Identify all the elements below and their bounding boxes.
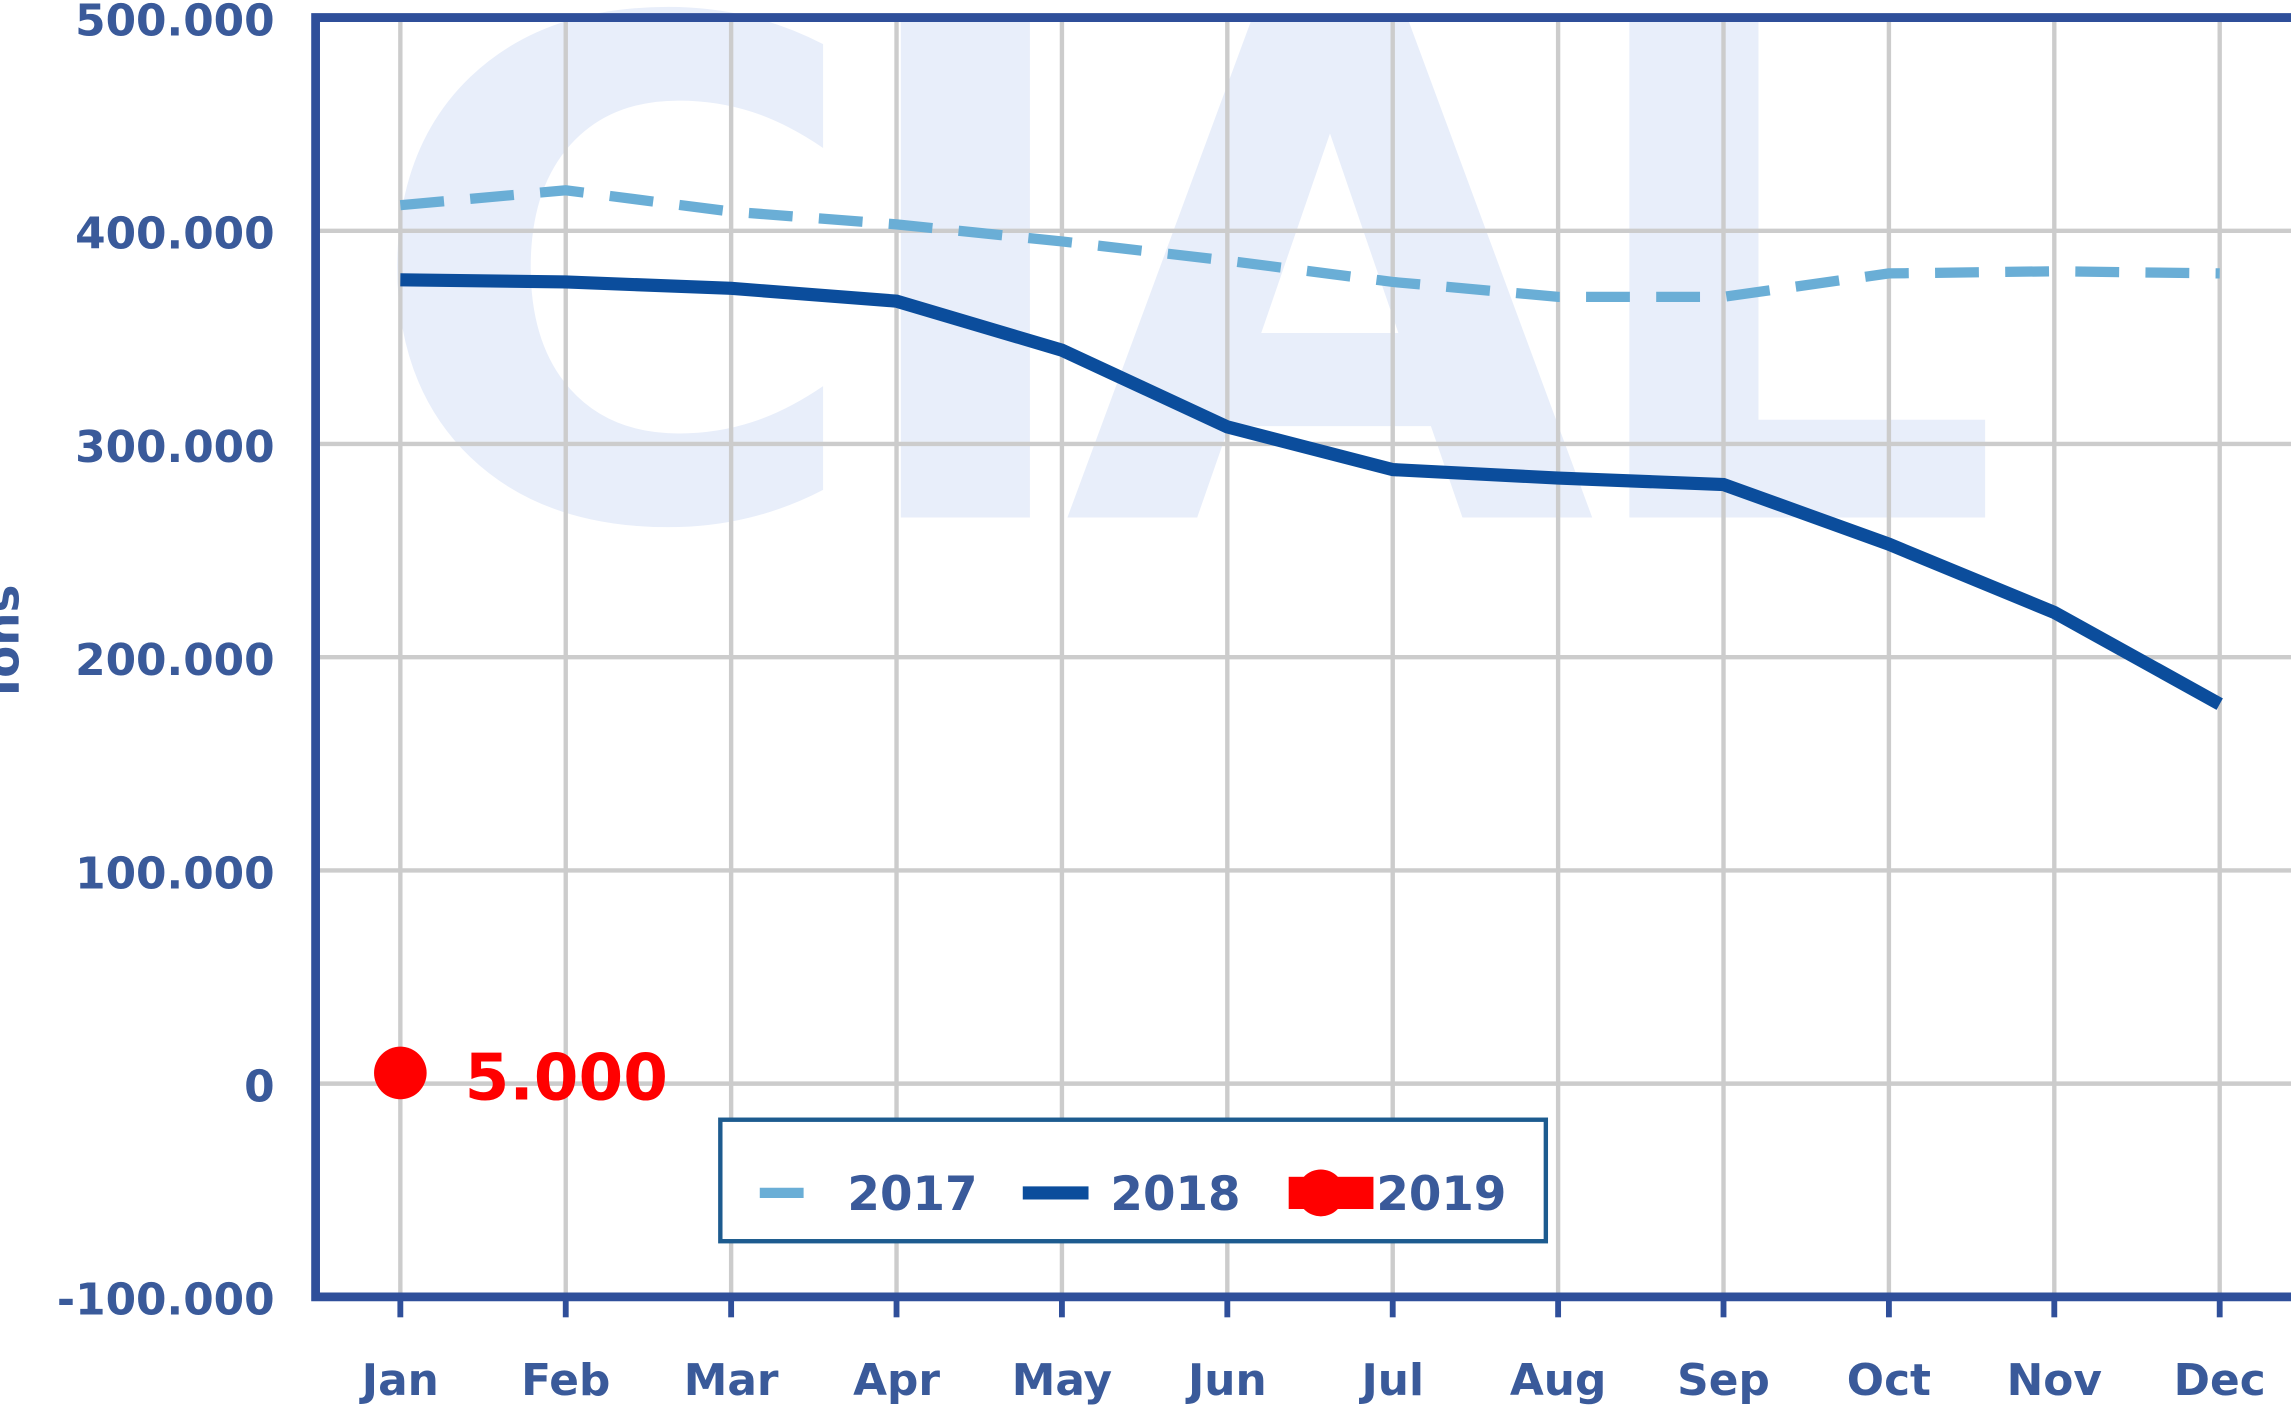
x-tick-label: Feb [521,1355,610,1406]
x-tick-label: Nov [2007,1355,2102,1406]
y-tick-label: 400.000 [75,209,275,260]
legend-label: 2018 [1110,1168,1240,1222]
y-tick-label: 300.000 [75,422,275,473]
legend-symbol [1297,1169,1345,1217]
y-tick-label: 100.000 [75,848,275,899]
x-tick-label: Jul [1358,1355,1424,1406]
line-series [399,185,2220,302]
x-tick-label: Jun [1185,1355,1267,1406]
legend-label: 2019 [1376,1168,1506,1222]
data-label: 5.000 [465,1040,668,1115]
x-tick-label: Mar [684,1355,779,1406]
x-tick-label: Dec [2174,1355,2266,1406]
line-series [400,273,2223,710]
x-tick-label: Oct [1847,1355,1931,1406]
y-tick-label: 0 [244,1061,275,1112]
y-tick-label: 500.000 [75,0,275,46]
x-tick-label: Aug [1510,1355,1606,1406]
y-tick-label: -100.000 [57,1275,275,1326]
legend-label: 2017 [847,1168,977,1222]
y-tick-label: 200.000 [75,635,275,686]
watermark: CIAL [363,0,1995,681]
x-tick-label: Apr [853,1355,940,1406]
y-axis-label: Tons [0,584,30,703]
plot-border [311,13,2291,1302]
x-tick-label: Jan [359,1355,439,1406]
x-tick-label: May [1012,1355,1112,1406]
x-tick-label: Sep [1677,1355,1770,1406]
marker [374,1046,427,1100]
legend-box [718,1117,1549,1244]
